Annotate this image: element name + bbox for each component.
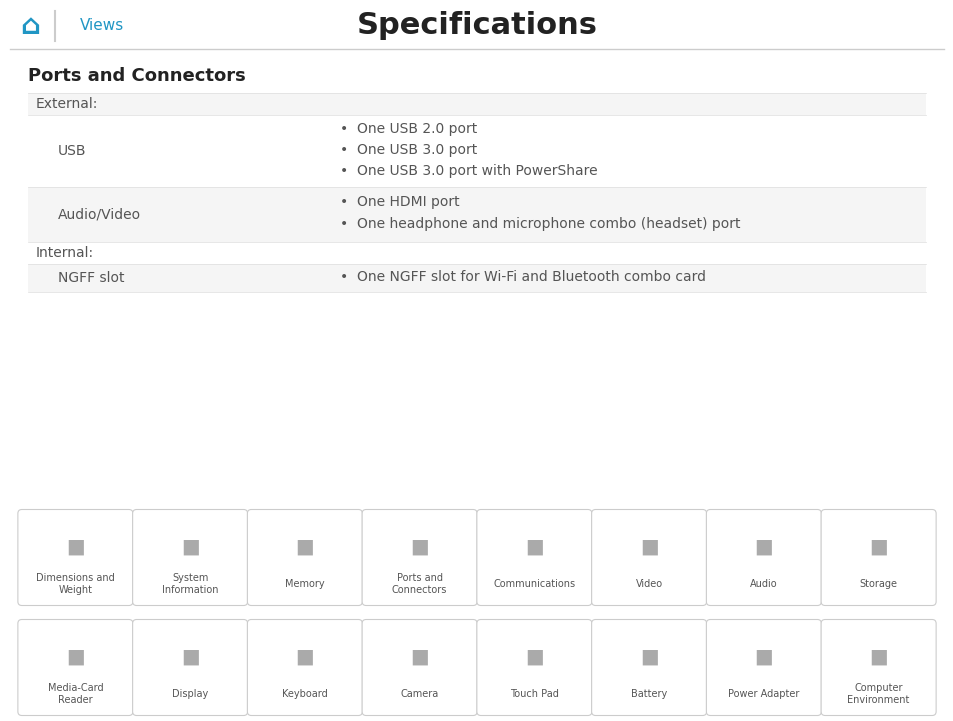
Text: Battery: Battery [630,689,666,699]
Text: ▪: ▪ [409,532,430,562]
Text: •  One HDMI port: • One HDMI port [339,195,459,209]
Text: Video: Video [635,579,662,589]
Text: Display: Display [172,689,208,699]
Text: ▪: ▪ [639,642,659,671]
Text: NGFF slot: NGFF slot [58,271,125,285]
Text: ▪: ▪ [179,642,200,671]
Text: Memory: Memory [285,579,324,589]
Text: Communications: Communications [493,579,575,589]
Text: Storage: Storage [859,579,897,589]
FancyBboxPatch shape [705,619,821,715]
Text: Specifications: Specifications [356,12,597,40]
Text: •  One USB 2.0 port: • One USB 2.0 port [339,123,476,136]
FancyBboxPatch shape [362,619,476,715]
FancyBboxPatch shape [821,619,935,715]
Text: Computer
Environment: Computer Environment [846,683,909,705]
Text: Audio/Video: Audio/Video [58,208,141,221]
Text: ▪: ▪ [409,642,430,671]
Text: ▪: ▪ [867,642,888,671]
Text: ▪: ▪ [867,532,888,562]
FancyBboxPatch shape [28,115,925,187]
Text: Keyboard: Keyboard [282,689,328,699]
FancyBboxPatch shape [821,510,935,606]
FancyBboxPatch shape [247,510,362,606]
Text: External:: External: [36,97,98,111]
Text: •  One headphone and microphone combo (headset) port: • One headphone and microphone combo (he… [339,218,740,231]
Text: •  One NGFF slot for Wi-Fi and Bluetooth combo card: • One NGFF slot for Wi-Fi and Bluetooth … [339,270,705,284]
Text: •  One USB 3.0 port: • One USB 3.0 port [339,143,476,157]
FancyBboxPatch shape [132,619,248,715]
Text: ▪: ▪ [523,532,544,562]
FancyBboxPatch shape [705,510,821,606]
FancyBboxPatch shape [132,510,248,606]
FancyBboxPatch shape [591,619,706,715]
FancyBboxPatch shape [247,619,362,715]
Text: ▪: ▪ [65,642,86,671]
Text: Touch Pad: Touch Pad [510,689,558,699]
FancyBboxPatch shape [476,510,591,606]
Text: ▪: ▪ [753,642,774,671]
FancyBboxPatch shape [476,619,591,715]
FancyBboxPatch shape [28,264,925,292]
Text: ⌂: ⌂ [20,12,40,40]
FancyBboxPatch shape [28,93,925,115]
Text: ▪: ▪ [639,532,659,562]
Text: ▪: ▪ [179,532,200,562]
Text: ▪: ▪ [523,642,544,671]
FancyBboxPatch shape [18,510,132,606]
FancyBboxPatch shape [28,187,925,242]
Text: Ports and
Connectors: Ports and Connectors [392,572,447,595]
Text: •  One USB 3.0 port with PowerShare: • One USB 3.0 port with PowerShare [339,164,597,177]
Text: Internal:: Internal: [36,246,94,260]
FancyBboxPatch shape [18,619,132,715]
Text: ▪: ▪ [294,642,314,671]
FancyBboxPatch shape [591,510,706,606]
FancyBboxPatch shape [362,510,476,606]
Text: System
Information: System Information [162,572,218,595]
Text: USB: USB [58,144,87,158]
Text: ▪: ▪ [294,532,314,562]
Text: Media-Card
Reader: Media-Card Reader [48,683,103,705]
FancyBboxPatch shape [28,242,925,264]
Text: Power Adapter: Power Adapter [727,689,799,699]
Text: ▪: ▪ [753,532,774,562]
Text: ▪: ▪ [65,532,86,562]
Text: Views: Views [80,19,124,33]
Text: Ports and Connectors: Ports and Connectors [28,67,246,85]
Text: Audio: Audio [749,579,777,589]
Text: Camera: Camera [400,689,438,699]
Text: Dimensions and
Weight: Dimensions and Weight [36,572,114,595]
